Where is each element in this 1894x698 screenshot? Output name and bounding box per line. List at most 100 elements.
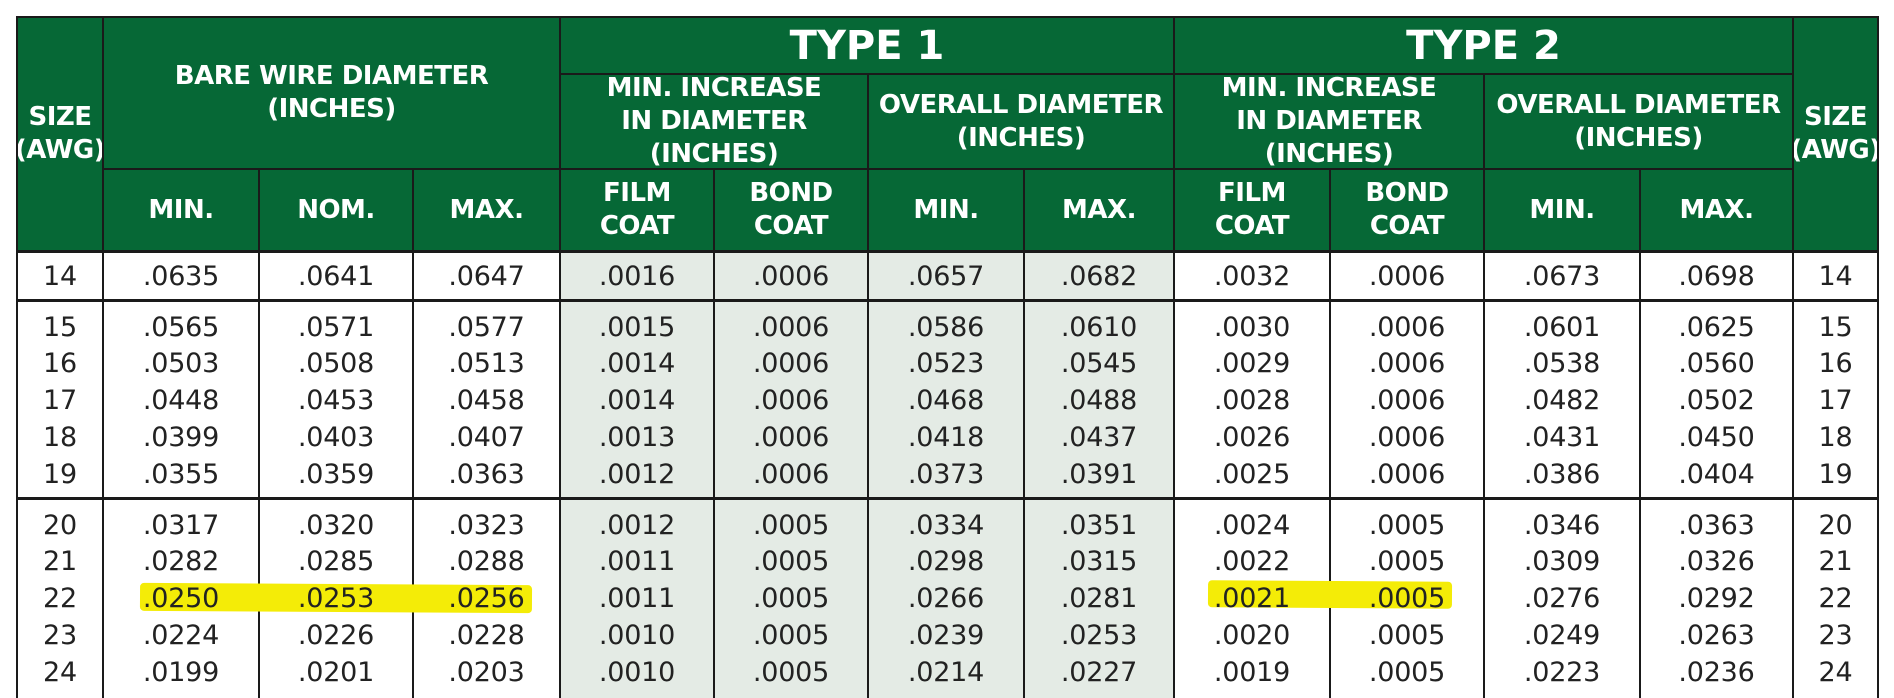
cell-type2-film-coat: .0029 (1213, 348, 1291, 380)
cell-type1-overall-min: .0266 (907, 583, 985, 615)
cell-type2-bond-coat: .0005 (1368, 619, 1446, 651)
cell-size: 17 (43, 385, 77, 417)
cell-type1-overall-max: .0437 (1060, 421, 1138, 453)
header-bare-wire-diameter: BARE WIRE DIAMETER (INCHES) (104, 18, 559, 168)
cell-bare-min: .0317 (142, 509, 220, 541)
cell-size-right: 19 (1818, 458, 1853, 490)
cell-type1-film-coat: .0013 (598, 421, 676, 453)
cell-bare-min: .0282 (142, 546, 220, 578)
header-bare-nom: NOM. (260, 170, 412, 250)
header-type2-overall-max: MAX. (1641, 170, 1792, 250)
header-type-2: TYPE 2 (1175, 18, 1792, 73)
cell-size-right: 21 (1818, 546, 1853, 578)
cell-type1-bond-coat: .0005 (752, 546, 830, 578)
cell-size: 19 (43, 458, 77, 490)
cell-bare-min: .0355 (142, 458, 220, 490)
cell-bare-min: .0448 (142, 385, 220, 417)
cell-type1-overall-max: .0545 (1060, 348, 1138, 380)
header-type2-min-increase: MIN. INCREASE IN DIAMETER (INCHES) (1175, 73, 1483, 169)
cell-type1-bond-coat: .0006 (752, 348, 830, 380)
cell-bare-nom: .0571 (297, 311, 375, 343)
cell-type2-overall-max: .0404 (1678, 458, 1755, 490)
cell-type1-overall-max: .0351 (1060, 509, 1138, 541)
cell-size: 14 (43, 260, 77, 292)
cell-bare-min: .0250 (142, 583, 220, 615)
cell-bare-min: .0635 (142, 260, 220, 292)
cell-bare-max: .0407 (448, 421, 525, 453)
cell-size: 16 (43, 348, 77, 380)
cell-type1-overall-max: .0610 (1060, 311, 1138, 343)
cell-size: 24 (43, 656, 77, 688)
cell-size: 18 (43, 421, 77, 453)
header-type2-film-coat: FILM COAT (1175, 170, 1329, 250)
cell-type2-overall-max: .0263 (1678, 619, 1755, 651)
header-type1-bond-coat: BOND COAT (715, 170, 867, 250)
cell-bare-min: .0224 (142, 619, 220, 651)
cell-type2-film-coat: .0028 (1213, 385, 1291, 417)
cell-type2-overall-max: .0625 (1678, 311, 1755, 343)
cell-type2-overall-min: .0673 (1523, 260, 1601, 292)
cell-type1-overall-max: .0281 (1060, 583, 1138, 615)
cell-bare-max: .0288 (448, 546, 525, 578)
cell-type1-bond-coat: .0005 (752, 509, 830, 541)
cell-type1-overall-min: .0586 (907, 311, 985, 343)
cell-size: 15 (43, 311, 77, 343)
cell-type1-overall-min: .0657 (907, 260, 985, 292)
cell-type1-overall-min: .0239 (907, 619, 985, 651)
cell-bare-nom: .0201 (297, 656, 375, 688)
cell-type2-overall-max: .0502 (1678, 385, 1755, 417)
header-size-left: SIZE (AWG) (15, 18, 106, 250)
cell-type2-bond-coat: .0005 (1368, 509, 1446, 541)
cell-type2-overall-max: .0560 (1678, 348, 1755, 380)
cell-bare-min: .0565 (142, 311, 220, 343)
cell-type2-overall-max: .0326 (1678, 546, 1755, 578)
cell-size-right: 22 (1818, 583, 1853, 615)
header-size-right: SIZE (AWG) (1790, 18, 1881, 250)
cell-bare-min: .0199 (142, 656, 220, 688)
cell-type1-bond-coat: .0006 (752, 458, 830, 490)
cell-size: 20 (43, 509, 77, 541)
cell-bare-nom: .0226 (297, 619, 375, 651)
cell-type1-film-coat: .0014 (598, 348, 676, 380)
header-type-1: TYPE 1 (561, 18, 1173, 73)
cell-type1-overall-max: .0315 (1060, 546, 1138, 578)
cell-type1-bond-coat: .0006 (752, 311, 830, 343)
header-type2-overall-diameter: OVERALL DIAMETER (INCHES) (1485, 75, 1792, 168)
header-bare-max: MAX. (414, 170, 559, 250)
header-type1-min-increase: MIN. INCREASE IN DIAMETER (INCHES) (561, 73, 867, 169)
cell-size-right: 18 (1818, 421, 1853, 453)
cell-bare-max: .0513 (448, 348, 525, 380)
cell-type1-overall-min: .0418 (907, 421, 985, 453)
cell-type2-overall-min: .0601 (1523, 311, 1601, 343)
cell-type1-overall-max: .0227 (1060, 656, 1138, 688)
cell-type1-overall-max: .0682 (1060, 260, 1138, 292)
cell-type1-film-coat: .0014 (598, 385, 676, 417)
cell-type2-bond-coat: .0006 (1368, 348, 1446, 380)
cell-bare-nom: .0359 (297, 458, 375, 490)
cell-type2-bond-coat: .0006 (1368, 311, 1446, 343)
cell-type2-overall-min: .0386 (1523, 458, 1601, 490)
cell-type1-overall-min: .0373 (907, 458, 985, 490)
cell-bare-nom: .0285 (297, 546, 375, 578)
cell-bare-max: .0647 (448, 260, 525, 292)
cell-type2-overall-min: .0276 (1523, 583, 1601, 615)
cell-size: 23 (43, 619, 77, 651)
cell-bare-nom: .0253 (297, 583, 375, 615)
cell-type2-film-coat: .0020 (1213, 619, 1291, 651)
cell-size-right: 14 (1818, 260, 1853, 292)
cell-type1-bond-coat: .0006 (752, 260, 830, 292)
cell-type2-overall-min: .0538 (1523, 348, 1601, 380)
cell-type2-film-coat: .0022 (1213, 546, 1291, 578)
cell-type2-bond-coat: .0006 (1368, 458, 1446, 490)
cell-type1-overall-max: .0488 (1060, 385, 1138, 417)
cell-type1-bond-coat: .0006 (752, 421, 830, 453)
cell-type1-overall-min: .0214 (907, 656, 985, 688)
cell-type2-film-coat: .0030 (1213, 311, 1291, 343)
header-bare-min: MIN. (104, 170, 258, 250)
cell-type2-bond-coat: .0006 (1368, 260, 1446, 292)
header-type1-film-coat: FILM COAT (561, 170, 713, 250)
cell-type2-overall-max: .0292 (1678, 583, 1755, 615)
cell-type1-bond-coat: .0005 (752, 656, 830, 688)
cell-bare-max: .0577 (448, 311, 525, 343)
cell-size-right: 16 (1818, 348, 1853, 380)
